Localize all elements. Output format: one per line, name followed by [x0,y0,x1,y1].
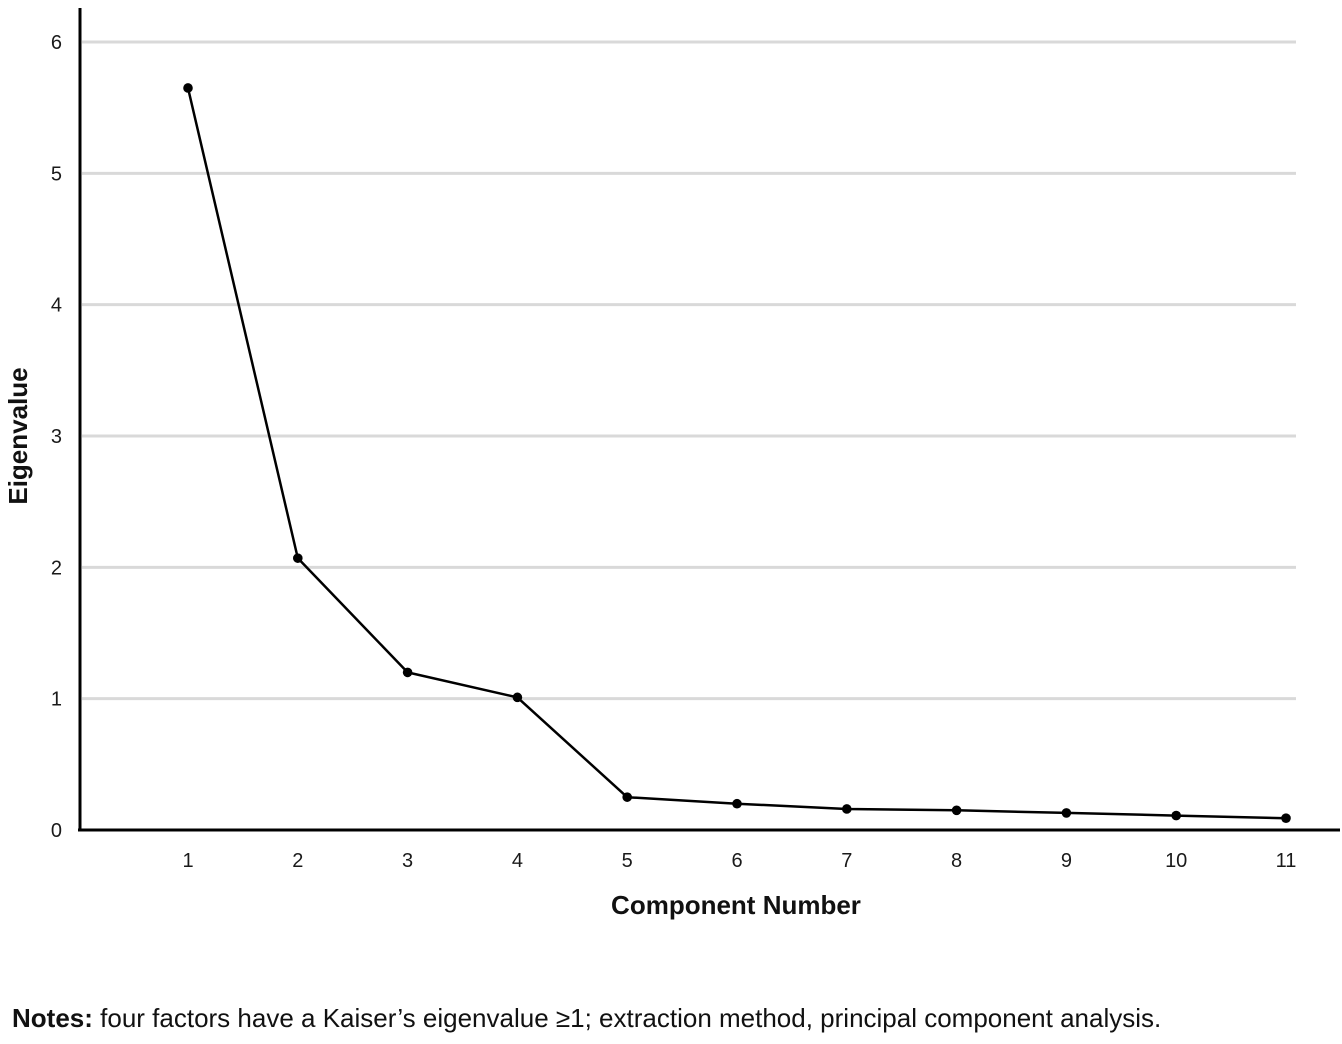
notes-caption: Notes: four factors have a Kaiser’s eige… [12,1003,1161,1034]
x-tick-label: 10 [1165,850,1187,872]
y-tick-label: 3 [51,426,62,448]
x-tick-label: 4 [512,850,523,872]
x-tick-labels: 1 2 3 4 5 6 7 8 9 10 11 [182,850,1296,872]
data-point [293,553,303,563]
x-tick-label: 8 [951,850,962,872]
x-tick-label: 1 [182,850,193,872]
x-tick-label: 11 [1276,850,1297,872]
y-tick-label: 2 [51,557,62,579]
y-tick-label: 0 [51,820,62,842]
y-axis-title: Eigenvalue [3,367,33,504]
scree-plot: 0 1 2 3 4 5 6 1 2 3 4 5 6 7 8 9 10 11 Component Number E… [3,8,1340,920]
x-tick-label: 2 [292,850,303,872]
data-points [183,83,1291,823]
x-tick-label: 9 [1061,850,1072,872]
y-tick-labels: 0 1 2 3 4 5 6 [51,32,62,842]
data-point [1281,813,1291,823]
data-point [183,83,193,93]
x-tick-label: 7 [841,850,852,872]
y-tick-label: 6 [51,32,62,54]
data-point [1171,810,1181,821]
grid-lines [82,40,1296,701]
data-point [1061,808,1072,818]
x-tick-label: 5 [622,850,633,872]
x-tick-label: 6 [731,850,742,872]
data-point [951,805,962,816]
y-tick-label: 1 [51,689,62,711]
data-point [622,792,632,802]
x-axis-title: Component Number [611,890,861,920]
data-point [732,798,742,809]
data-point [402,667,413,678]
y-tick-label: 5 [51,163,62,185]
data-point [512,692,523,703]
notes-text: four factors have a Kaiser’s eigenvalue … [92,1003,1162,1033]
data-point [842,804,852,814]
series-line [186,87,1287,820]
notes-label: Notes: [12,1003,93,1033]
y-tick-label: 4 [51,295,62,317]
x-tick-label: 3 [402,850,413,872]
